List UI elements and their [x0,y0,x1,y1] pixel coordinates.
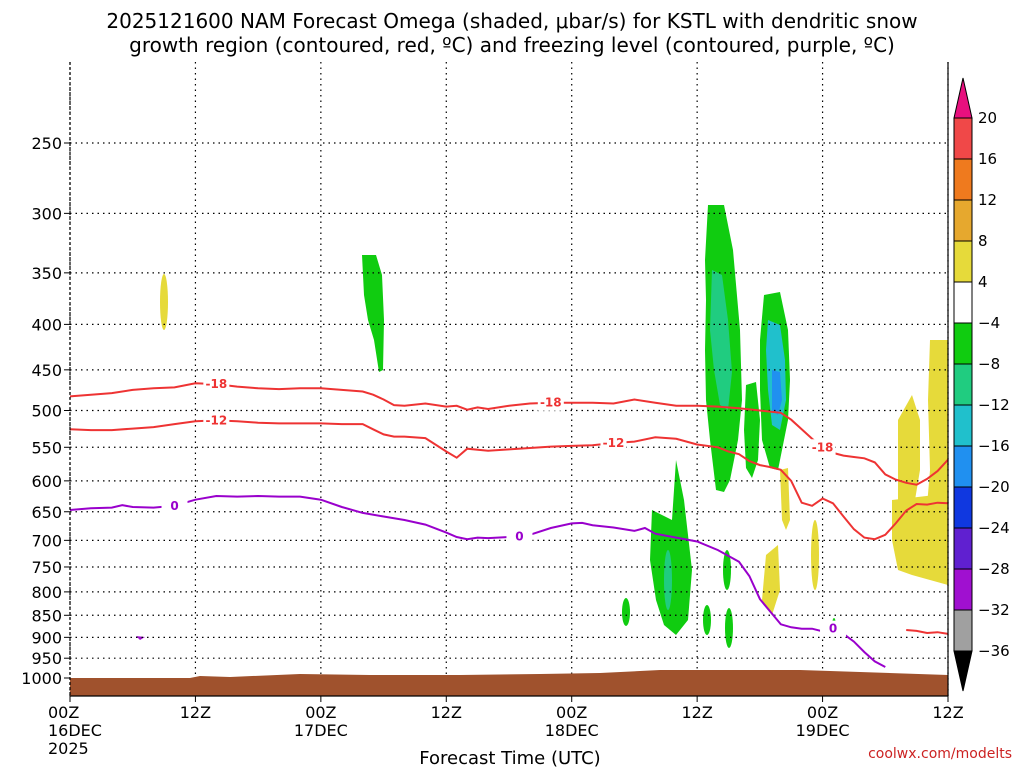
contour-label: -12 [603,436,625,450]
contour-label: -18 [812,440,834,454]
chart-title-line-2: growth region (contoured, red, ºC) and f… [129,33,895,57]
colorbar-label: 12 [978,191,997,209]
contour-label-bg [809,439,836,456]
contour-label: -18 [540,396,562,410]
y-tick-label: 650 [31,503,62,522]
colorbar-box [953,527,973,570]
colorbar-label: 8 [978,232,988,250]
x-tick-label: 12Z [180,703,211,722]
x-tick-year: 2025 [48,739,89,758]
credit-text: coolwx.com/modelts [868,746,1012,762]
contour-label: -12 [205,413,227,427]
x-tick-label: 00Z [807,703,838,722]
colorbar-box [953,363,973,406]
y-tick-label: 750 [31,558,62,577]
contour-label: -18 [205,377,227,391]
contour-label-bg [820,620,847,637]
y-tick-label: 950 [31,649,62,668]
x-tick-label: 00Z [48,703,79,722]
colorbar-label: 16 [978,150,997,168]
contour-label: 0 [829,622,837,636]
colorbar-label: −4 [978,314,1000,332]
chart-title-line-1: 2025121600 NAM Forecast Omega (shaded, μ… [106,9,917,33]
contour-label-bg [600,435,627,452]
x-tick-label: 12Z [932,703,963,722]
colorbar-box [953,158,973,201]
x-tick-date: 16DEC [48,721,102,740]
colorbar-label: 4 [978,273,988,291]
y-tick-label: 900 [31,628,62,647]
colorbar-label: −20 [978,478,1010,496]
y-axis: 250 300 350 400 450 500 550 600 650 700 750 800 850 9… [21,134,70,688]
contour-label-bg [537,394,564,411]
y-tick-label: 350 [31,264,62,283]
x-tick-label: 12Z [681,703,712,722]
contour-line-0 [69,382,949,486]
colorbar-box [953,404,973,447]
x-axis-label: Forecast Time (UTC) [419,748,600,768]
x-tick-label: 00Z [556,703,587,722]
colorbar-bottom-arrow [953,650,973,692]
x-tick-date: 17DEC [294,721,348,740]
x-tick-label: 00Z [305,703,336,722]
contour-label-bg [203,376,230,393]
y-tick-label: 1000 [21,669,62,688]
y-tick-label: 600 [31,472,62,491]
contour-line-2 [906,629,949,635]
colorbar-box [953,486,973,529]
omega-shading [136,205,948,648]
colorbar-label: −16 [978,437,1010,455]
contour-line-3 [69,494,886,668]
colorbar-box [953,117,973,160]
colorbar-box [953,199,973,242]
colorbar-label: −12 [978,396,1010,414]
y-tick-label: 250 [31,134,62,153]
contour-line-1 [69,419,949,541]
y-tick-label: 300 [31,204,62,223]
colorbar-box [953,322,973,365]
colorbar-box [953,281,973,324]
contour-label-bg [161,497,188,514]
y-tick-label: 500 [31,402,62,421]
colorbar-box [953,445,973,488]
colorbar-label: −8 [978,355,1000,373]
colorbar-label: −28 [978,560,1010,578]
x-tick-label: 12Z [431,703,462,722]
x-tick-date: 19DEC [796,721,850,740]
contour-label: 0 [515,529,523,543]
colorbar-label: 20 [978,109,997,127]
y-tick-label: 800 [31,583,62,602]
y-tick-label: 450 [31,361,62,380]
y-tick-label: 700 [31,531,62,550]
y-tick-label: 850 [31,606,62,625]
colorbar-top-arrow [953,77,973,119]
contour-label: 0 [170,499,178,513]
x-tick-date: 18DEC [545,721,599,740]
colorbar-label: −24 [978,519,1010,537]
colorbar-box [953,240,973,283]
contour-lines: -18 -18 -18 -12 -12 0 0 0 [69,376,949,668]
colorbar-label: −36 [978,642,1010,660]
colorbar: 20 16 12 8 4 −4 −8 −12 −16 −20 −24 −28 −32 −36 [953,77,1010,692]
terrain-strip [70,670,948,696]
colorbar-label: −32 [978,601,1010,619]
colorbar-box [953,568,973,611]
y-tick-label: 550 [31,438,62,457]
pressure-grid [69,62,949,696]
y-tick-label: 400 [31,315,62,334]
contour-label-bg [506,528,533,545]
contour-label-bg [203,412,230,429]
colorbar-box [953,609,973,652]
